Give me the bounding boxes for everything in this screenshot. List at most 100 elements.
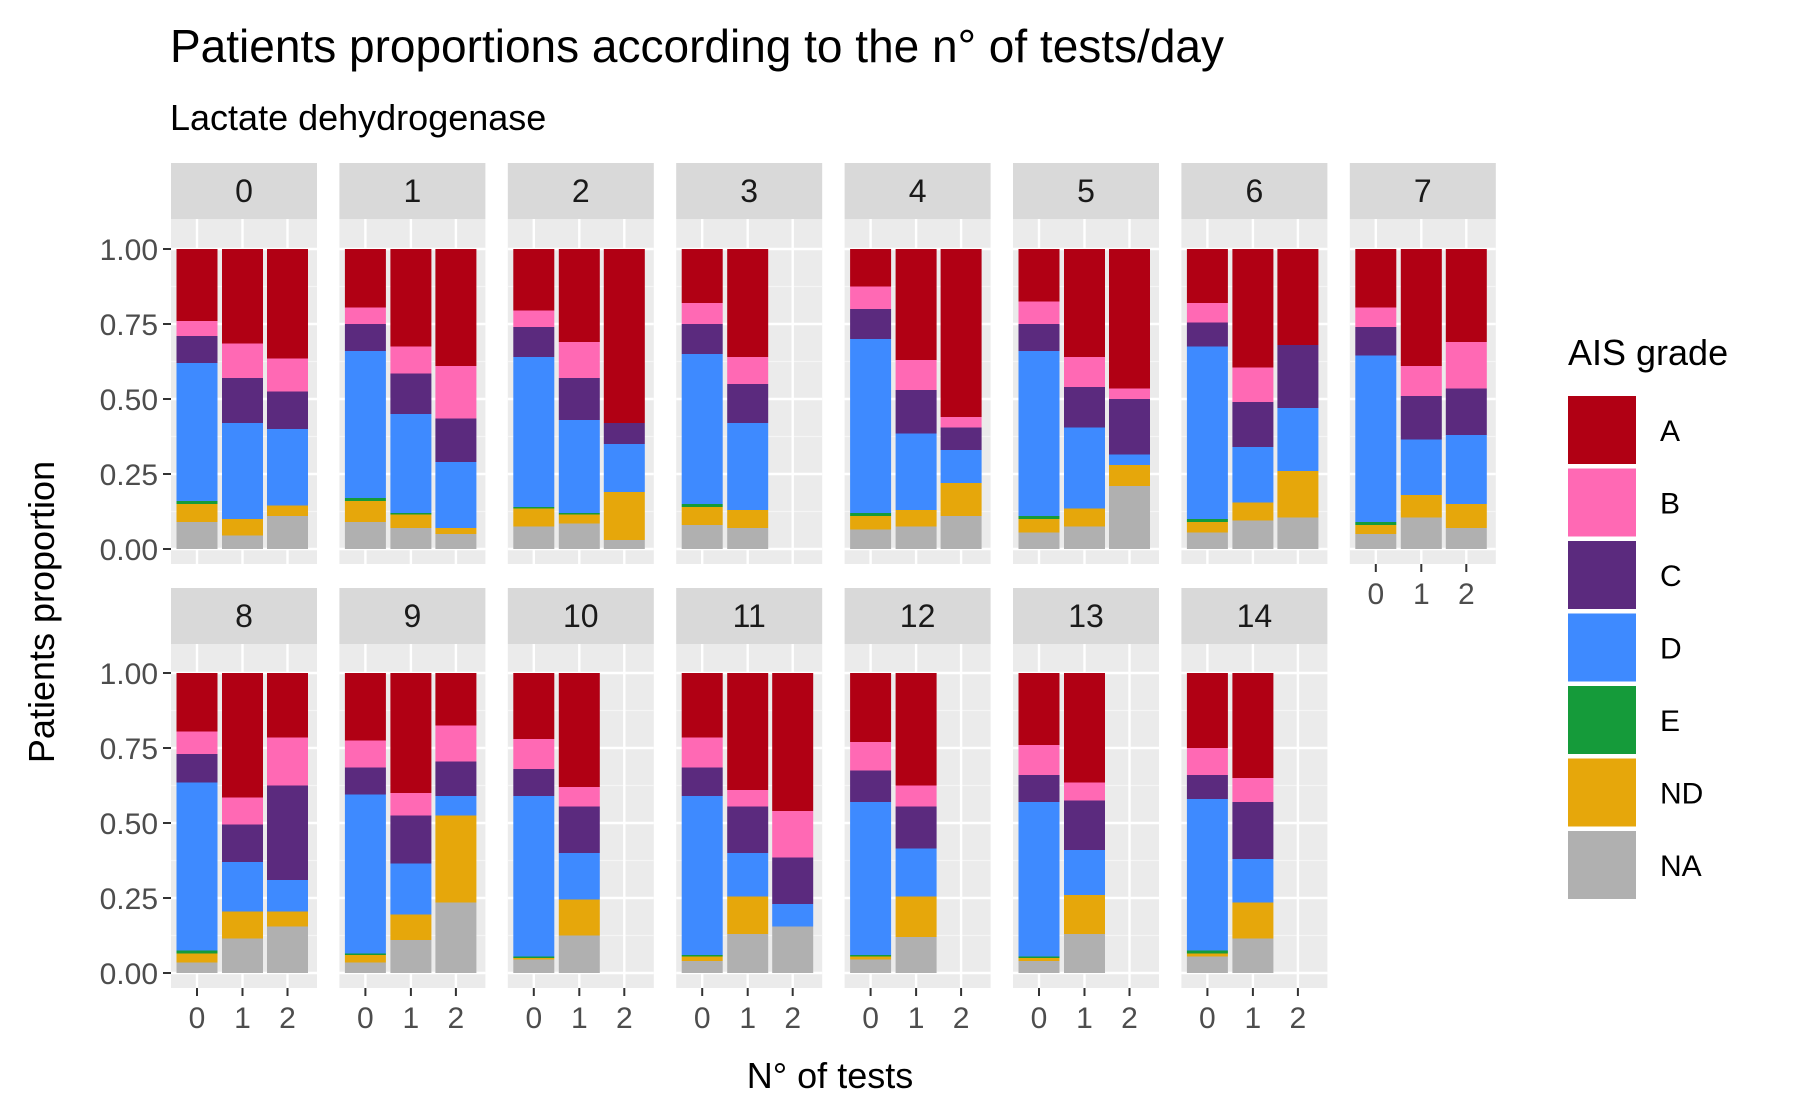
bar-segment-na bbox=[222, 938, 263, 973]
bar-segment-a bbox=[1018, 673, 1060, 745]
bar-segment-nd bbox=[1400, 495, 1442, 518]
bar-segment-c bbox=[390, 815, 432, 864]
bar-segment-e bbox=[1018, 516, 1060, 519]
bar-segment-c bbox=[1277, 345, 1319, 408]
facet-panel-3: 3 bbox=[676, 163, 823, 564]
bar-segment-b bbox=[267, 358, 308, 392]
bar-segment-b bbox=[727, 790, 769, 807]
bar-segment-b bbox=[435, 725, 477, 762]
bar-segment-na bbox=[681, 961, 723, 973]
bar-segment-c bbox=[850, 770, 892, 802]
bar-segment-b bbox=[850, 742, 892, 771]
x-tick-label: 2 bbox=[784, 1002, 801, 1035]
x-tick-label: 1 bbox=[403, 1002, 420, 1035]
facet-panel-7: 7 0 1 2 bbox=[1349, 163, 1496, 611]
bar-segment-nd bbox=[895, 510, 937, 527]
facet-strip-label: 1 bbox=[404, 173, 422, 209]
x-tick-label: 2 bbox=[1290, 1002, 1307, 1035]
bar-segment-a bbox=[727, 249, 769, 357]
bar-segment-na bbox=[1232, 938, 1274, 973]
bar-segment-c bbox=[1064, 387, 1105, 428]
bar-segment-a bbox=[435, 673, 477, 726]
legend-label: ND bbox=[1660, 778, 1703, 811]
bar-segment-b bbox=[940, 417, 982, 428]
bar-segment-c bbox=[940, 427, 982, 450]
facet-strip-label: 5 bbox=[1077, 173, 1095, 209]
bar-segment-na bbox=[1109, 486, 1150, 549]
bar-segment-nd bbox=[222, 911, 263, 939]
bar-segment-a bbox=[344, 673, 386, 741]
bar-segment-b bbox=[344, 740, 386, 768]
bar-segment-b bbox=[1018, 301, 1060, 324]
bar-segment-e bbox=[390, 513, 432, 515]
bar-segment-d bbox=[344, 794, 386, 954]
bar-segment-na bbox=[895, 526, 937, 549]
bar-segment-na bbox=[267, 926, 308, 973]
facet-panel-2: 2 bbox=[507, 163, 654, 564]
y-tick-label: 0.00 bbox=[100, 534, 158, 567]
bar-segment-d bbox=[558, 420, 600, 513]
y-tick-label: 0.75 bbox=[100, 309, 158, 342]
bar-segment-b bbox=[513, 310, 555, 327]
bar-segment-nd bbox=[176, 504, 218, 522]
bar-segment-nd bbox=[513, 508, 555, 527]
bar-segment-na bbox=[1445, 528, 1487, 549]
facet-strip bbox=[339, 588, 486, 644]
bar-segment-b bbox=[772, 811, 814, 858]
bar-segment-nd bbox=[176, 953, 218, 963]
facet-strip-label: 13 bbox=[1068, 598, 1104, 634]
bar-segment-d bbox=[1232, 447, 1274, 503]
bar-segment-c bbox=[1186, 322, 1228, 347]
facet-strip bbox=[676, 163, 823, 219]
bar-segment-d bbox=[513, 357, 555, 507]
bar-segment-c bbox=[222, 378, 263, 423]
bar-segment-na bbox=[1064, 526, 1105, 549]
bar-segment-nd bbox=[267, 911, 308, 927]
x-tick-label: 0 bbox=[1367, 578, 1384, 611]
bar-segment-c bbox=[895, 806, 937, 849]
bar-segment-b bbox=[1400, 366, 1442, 396]
bar-segment-nd bbox=[1064, 508, 1105, 527]
bar-segment-a bbox=[222, 249, 263, 344]
facet-panel-4: 4 bbox=[844, 163, 991, 564]
bar-segment-b bbox=[176, 731, 218, 754]
bar-segment-b bbox=[850, 286, 892, 309]
bar-segment-d bbox=[176, 363, 218, 501]
facet-panel-8: 8 0.00 0.25 0.50 0.75 1.00 0 1 2 bbox=[100, 588, 317, 1035]
y-tick-label: 0.75 bbox=[100, 733, 158, 766]
bar-segment-c bbox=[558, 806, 600, 853]
facet-panel-9: 9 0 1 2 bbox=[339, 588, 486, 1035]
facet-strip-label: 10 bbox=[563, 598, 599, 634]
bar-segment-d bbox=[222, 862, 263, 912]
bar-segment-c bbox=[176, 754, 218, 783]
bar-segment-nd bbox=[1186, 522, 1228, 533]
bar-segment-na bbox=[1018, 532, 1060, 549]
bar-segment-d bbox=[1186, 346, 1228, 519]
bar-segment-d bbox=[681, 796, 723, 955]
bar-segment-a bbox=[558, 249, 600, 342]
bar-segment-e bbox=[513, 507, 555, 509]
bar-segment-na bbox=[1018, 961, 1060, 973]
bar-segment-nd bbox=[1186, 953, 1228, 957]
facet-strip-label: 11 bbox=[733, 598, 766, 634]
bar-segment-na bbox=[850, 959, 892, 973]
bar-segment-na bbox=[727, 934, 769, 973]
bar-segment-na bbox=[435, 534, 477, 549]
bar-segment-c bbox=[513, 327, 555, 357]
facet-panel-5: 5 bbox=[1013, 163, 1159, 564]
bar-segment-e bbox=[1186, 950, 1228, 954]
bar-segment-a bbox=[390, 249, 432, 347]
bar-segment-d bbox=[435, 462, 477, 528]
chart-subtitle: Lactate dehydrogenase bbox=[170, 97, 546, 138]
bar-segment-c bbox=[681, 324, 723, 354]
bar-segment-a bbox=[344, 249, 386, 308]
bar-segment-a bbox=[1355, 249, 1397, 308]
bar-segment-c bbox=[267, 391, 308, 429]
bar-segment-e bbox=[1018, 956, 1060, 958]
bar-segment-na bbox=[176, 962, 218, 973]
x-tick-label: 2 bbox=[448, 1002, 465, 1035]
facet-panel-14: 14 0 1 2 bbox=[1181, 588, 1328, 1035]
bar-segment-c bbox=[222, 824, 263, 862]
bar-segment-b bbox=[222, 797, 263, 825]
bar-segment-c bbox=[435, 761, 477, 796]
